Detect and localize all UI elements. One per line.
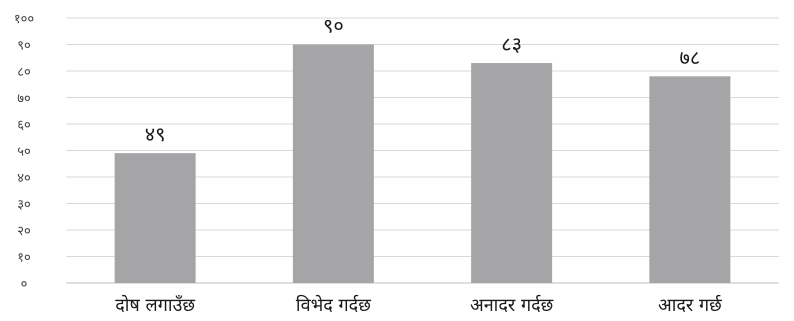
bar bbox=[649, 76, 731, 283]
x-axis-categories: दोष लगाउँछ विभेद गर्दछ अनादर गर्दछ आदर गर्छ bbox=[115, 294, 722, 316]
data-label: ८३ bbox=[501, 32, 522, 56]
category-label: विभेद गर्दछ bbox=[296, 294, 371, 316]
bar bbox=[471, 63, 553, 283]
y-tick-label: २० bbox=[17, 224, 31, 239]
category-label: दोष लगाउँछ bbox=[115, 294, 195, 316]
y-tick-label: ९० bbox=[17, 39, 31, 54]
y-tick-label: ६० bbox=[17, 118, 31, 133]
bar bbox=[114, 153, 196, 283]
y-tick-label: ३० bbox=[17, 198, 31, 213]
y-tick-label: ५० bbox=[17, 145, 31, 160]
y-tick-label: ४० bbox=[17, 171, 31, 186]
y-tick-label: १०० bbox=[14, 12, 34, 27]
bar bbox=[292, 44, 374, 283]
data-labels: ४९ ९० ८३ ७८ bbox=[145, 14, 701, 147]
y-tick-label: ० bbox=[21, 277, 28, 292]
category-label: आदर गर्छ bbox=[658, 294, 722, 316]
bars bbox=[114, 44, 731, 283]
category-label: अनादर गर्दछ bbox=[470, 294, 554, 316]
y-tick-label: १० bbox=[17, 251, 31, 266]
y-tick-label: ७० bbox=[17, 92, 31, 107]
y-tick-label: ८० bbox=[17, 65, 31, 80]
data-label: ४९ bbox=[145, 122, 166, 146]
data-label: ९० bbox=[323, 14, 344, 38]
y-axis-ticks: ० १० २० ३० ४० ५० ६० ७० ८० ९० १०० bbox=[14, 12, 34, 292]
data-label: ७८ bbox=[679, 45, 700, 69]
